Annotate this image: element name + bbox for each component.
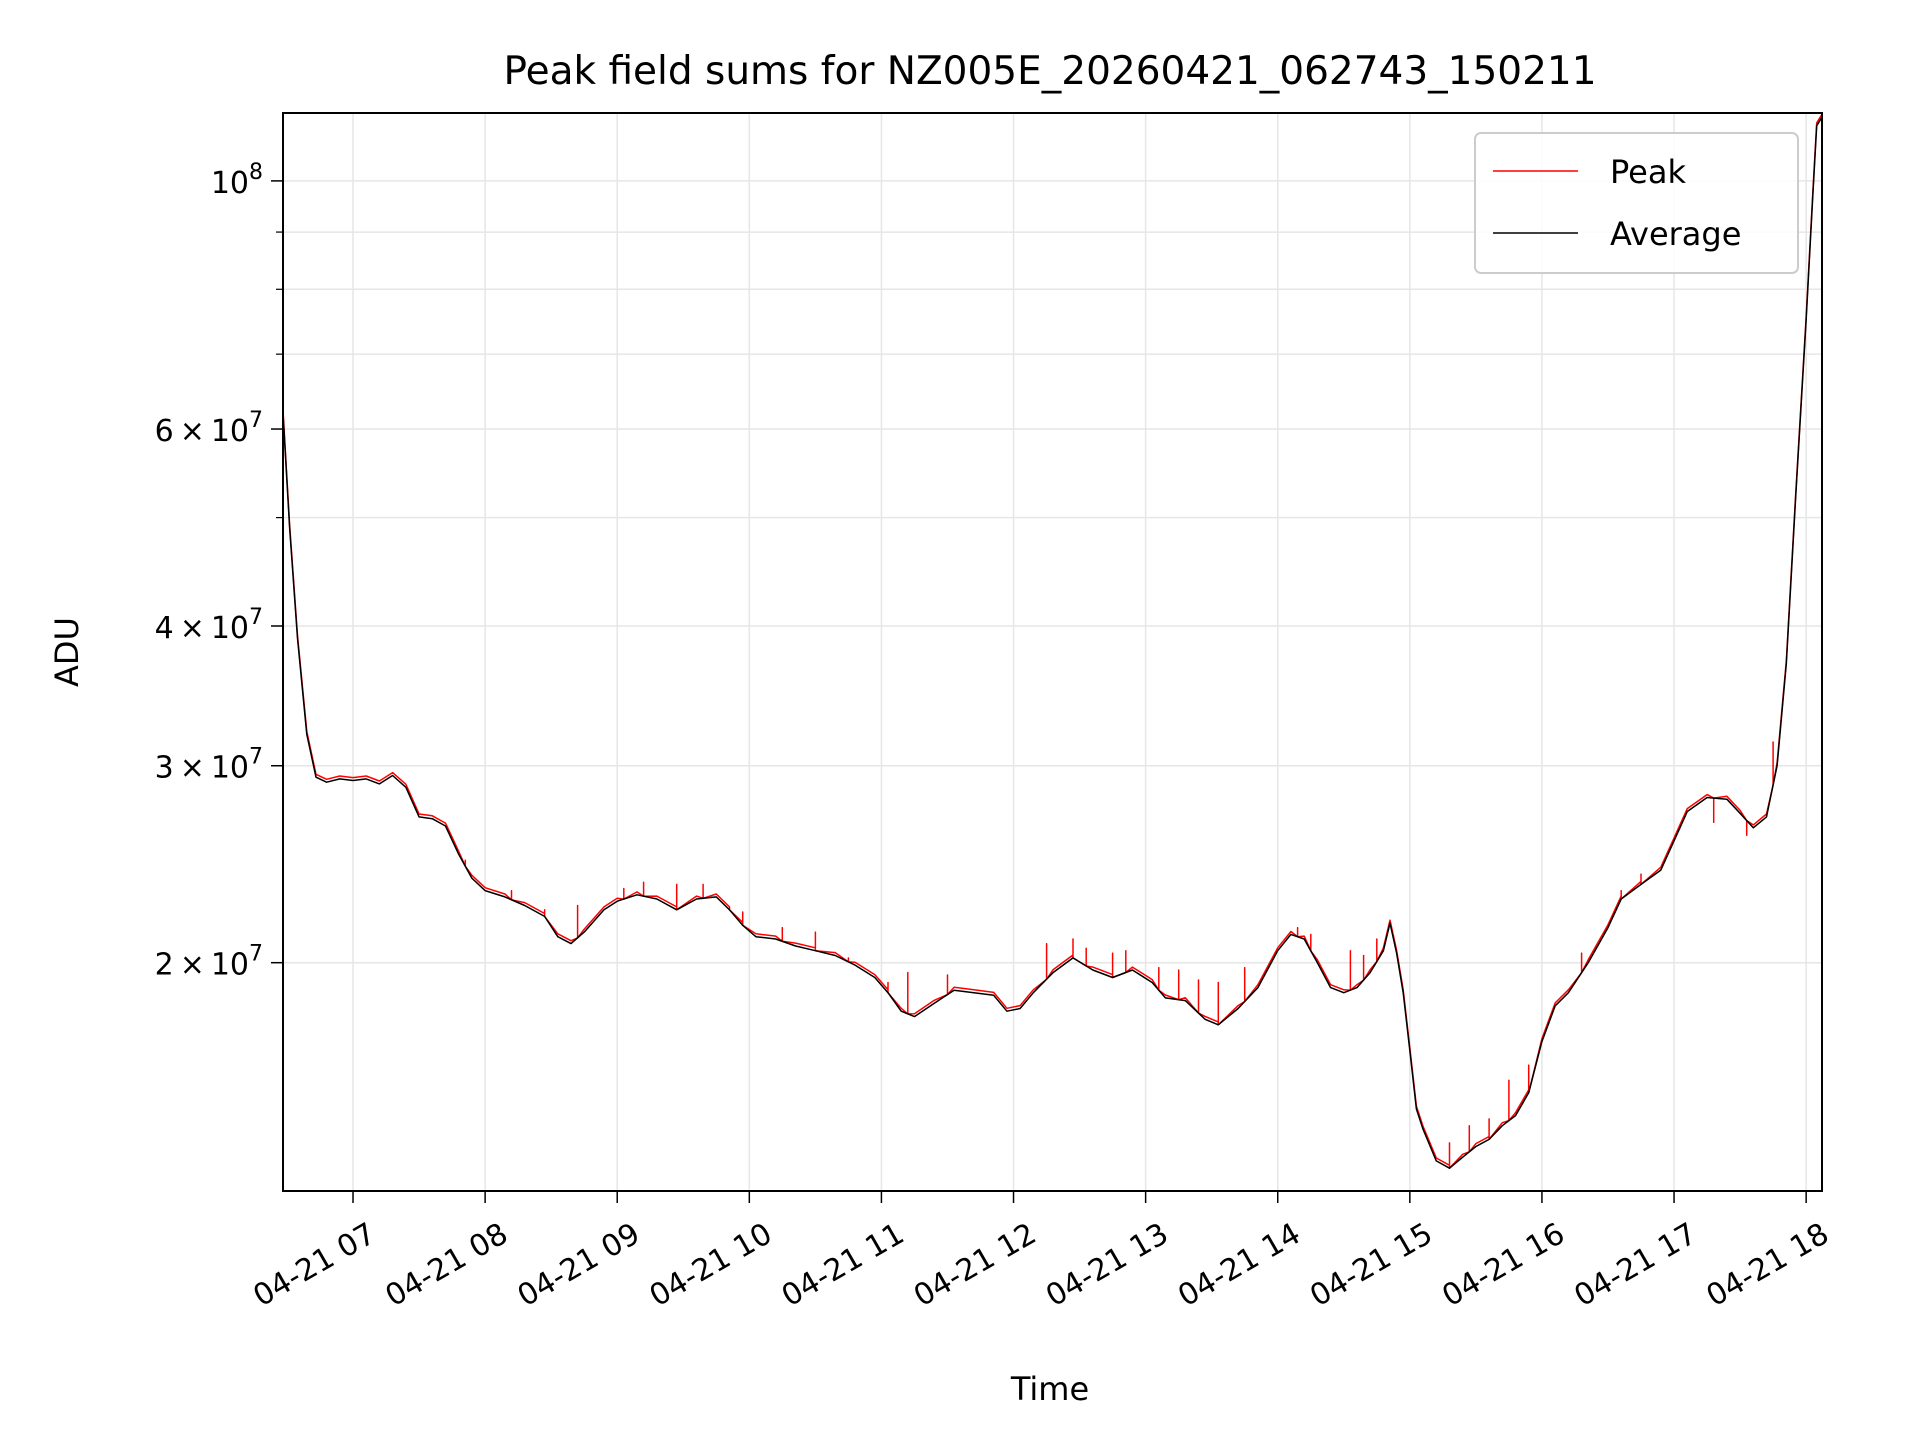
y-tick-label: 4 × 107 xyxy=(155,605,263,646)
x-tick-label: 04-21 10 xyxy=(644,1216,778,1314)
x-tick-label: 04-21 09 xyxy=(512,1216,646,1314)
x-tick-label: 04-21 13 xyxy=(1040,1216,1174,1314)
plot-frame xyxy=(282,112,1823,1192)
x-tick-label: 04-21 14 xyxy=(1172,1216,1306,1314)
legend-box xyxy=(1474,132,1799,274)
grid xyxy=(283,113,1822,1191)
x-tick-label: 04-21 07 xyxy=(247,1216,381,1314)
y-tick-label: 2 × 107 xyxy=(155,942,263,983)
x-tick-label: 04-21 16 xyxy=(1436,1216,1570,1314)
legend-label-peak: Peak xyxy=(1610,153,1686,191)
x-tick-label: 04-21 12 xyxy=(908,1216,1042,1314)
chart-title: Peak field sums for NZ005E_20260421_0627… xyxy=(503,49,1596,94)
y-axis-label: ADU xyxy=(48,617,86,687)
x-tick-label: 04-21 17 xyxy=(1569,1216,1703,1314)
x-tick-label: 04-21 18 xyxy=(1701,1216,1835,1314)
y-tick-label: 108 xyxy=(211,160,263,201)
x-tick-label: 04-21 08 xyxy=(380,1216,514,1314)
y-tick-label: 6 × 107 xyxy=(155,408,263,449)
legend: Peak Average xyxy=(1474,132,1799,274)
series-average-line xyxy=(282,116,1823,1169)
x-tick-label: 04-21 11 xyxy=(776,1216,910,1314)
legend-label-average: Average xyxy=(1610,215,1741,253)
plot-series xyxy=(282,113,1823,1169)
y-tick-label: 3 × 107 xyxy=(155,745,263,786)
x-tick-label: 04-21 15 xyxy=(1304,1216,1438,1314)
x-axis-label: Time xyxy=(1010,1370,1089,1408)
